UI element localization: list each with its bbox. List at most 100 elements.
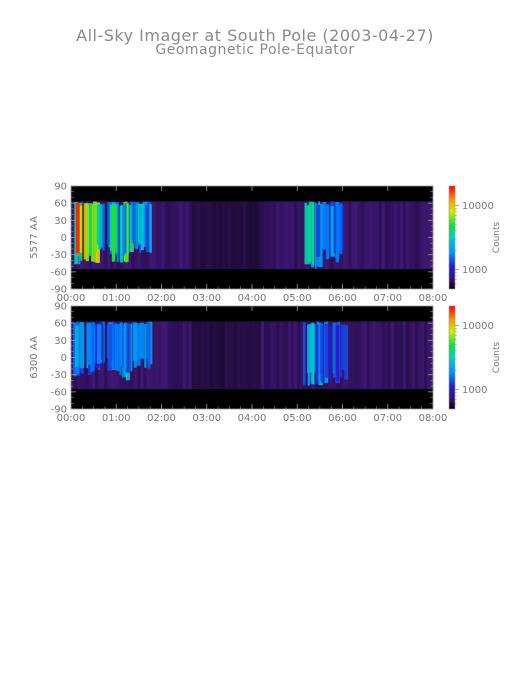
y-tick-label: -90: [51, 285, 67, 296]
heatmap-column: [158, 321, 162, 389]
heatmap-column: [354, 201, 358, 269]
colorbar-tick-label: 1000: [462, 265, 487, 276]
heatmap-column: [276, 201, 280, 269]
aurora-streak: [140, 322, 145, 359]
heatmap-column: [197, 321, 202, 389]
heatmap-column: [248, 321, 253, 389]
heatmap-column: [173, 201, 177, 269]
heatmap-column: [176, 201, 180, 269]
heatmap-column: [390, 321, 395, 389]
aurora-streak: [122, 323, 124, 368]
aurora-streak: [338, 204, 341, 251]
heatmap-column: [191, 321, 195, 389]
heatmap-column: [209, 321, 214, 389]
heatmap-column: [300, 201, 304, 269]
aurora-streak: [320, 323, 323, 381]
heatmap-column: [161, 201, 165, 269]
heatmap-column: [152, 201, 156, 269]
aurora-bursts: [74, 201, 344, 269]
aurora-streak: [91, 203, 93, 262]
aurora-bursts: [72, 321, 349, 386]
heatmap-column: [396, 321, 401, 389]
heatmap-column: [393, 201, 398, 269]
y-tick-label: 90: [54, 182, 67, 193]
heatmap-column: [270, 201, 274, 269]
heatmap-column: [363, 201, 367, 269]
heatmap-column: [176, 321, 180, 389]
y-tick-label: 30: [54, 216, 67, 227]
heatmap-column: [221, 321, 226, 389]
heatmap-column: [378, 321, 383, 389]
aurora-streak: [96, 205, 99, 244]
heatmap-column: [273, 321, 277, 389]
x-tick-label: 03:00: [192, 413, 221, 424]
aurora-streak: [75, 325, 79, 367]
aurora-streak: [315, 324, 320, 385]
heatmap-column: [194, 201, 198, 269]
heatmap-column: [212, 201, 217, 269]
aurora-streak: [321, 325, 325, 383]
x-tick-label: 08:00: [419, 293, 448, 304]
x-tick-label: 03:00: [192, 293, 221, 304]
heatmap-column: [252, 201, 256, 269]
heatmap-column: [152, 321, 156, 389]
heatmap-column: [158, 201, 162, 269]
heatmap-column: [288, 201, 292, 269]
heatmap-column: [104, 321, 108, 389]
aurora-streak: [107, 202, 110, 245]
heatmap-column: [375, 201, 379, 269]
y-tick-label: 0: [61, 353, 67, 364]
heatmap-column: [264, 201, 268, 269]
aurora-streak: [80, 322, 85, 369]
heatmap-column: [242, 201, 247, 269]
heatmap-column: [179, 201, 183, 269]
heatmap-column: [170, 321, 174, 389]
heatmap-column: [411, 321, 416, 389]
heatmap-column: [291, 201, 295, 269]
heatmap-column: [245, 201, 250, 269]
heatmap-column: [276, 321, 280, 389]
aurora-streak: [130, 323, 133, 372]
aurora-streak: [119, 325, 122, 376]
heatmap-column: [399, 321, 404, 389]
aurora-streak: [132, 323, 138, 361]
heatmap-column: [393, 321, 398, 389]
heatmap-column: [273, 201, 277, 269]
y-tick-label: 60: [54, 199, 67, 210]
aurora-streak: [106, 325, 109, 359]
heatmap-column: [255, 201, 259, 269]
heatmap-column: [297, 201, 301, 269]
heatmap-column: [230, 321, 235, 389]
heatmap-column: [227, 201, 232, 269]
heatmap-column: [366, 201, 370, 269]
aurora-streak: [119, 205, 124, 263]
aurora-streak: [111, 321, 114, 361]
aurora-streak: [124, 203, 127, 254]
aurora-streak: [139, 204, 144, 245]
y-tick-label: -30: [51, 250, 67, 261]
y-tick-label: 90: [54, 302, 67, 313]
aurora-streak: [335, 202, 340, 263]
heatmap-column: [426, 321, 431, 389]
heatmap-column: [381, 321, 386, 389]
heatmap-column: [170, 201, 174, 269]
heatmap-column: [224, 321, 229, 389]
aurora-streak: [99, 205, 103, 248]
heatmap-column: [279, 201, 283, 269]
heatmap-column: [369, 321, 373, 389]
aurora-streak: [311, 205, 315, 265]
y-tick-label: 60: [54, 319, 67, 330]
heatmap-column: [384, 321, 389, 389]
aurora-streak: [311, 322, 315, 385]
heatmap-column: [104, 201, 108, 269]
aurora-streak: [304, 202, 307, 265]
aurora-streak: [144, 323, 147, 368]
heatmap-column: [414, 321, 419, 389]
heatmap-column: [363, 321, 367, 389]
aurora-streak: [94, 201, 98, 253]
heatmap-column: [188, 321, 192, 389]
heatmap-column: [426, 201, 431, 269]
aurora-streak: [127, 203, 129, 262]
heatmap-column: [348, 321, 352, 389]
